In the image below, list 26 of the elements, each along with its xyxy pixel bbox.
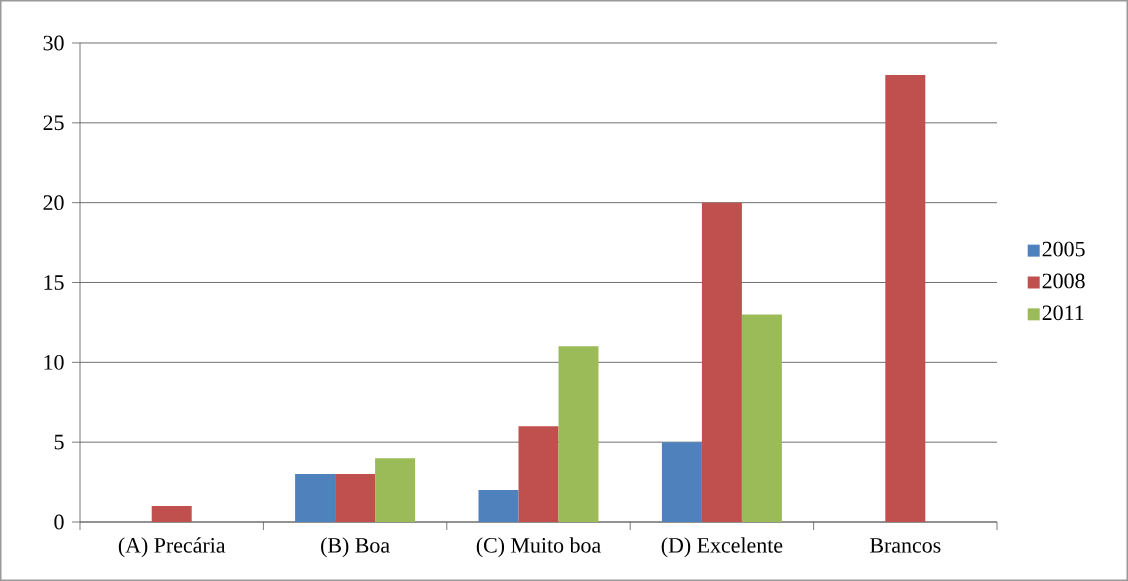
y-tick-label: 20: [43, 195, 64, 211]
bar: [335, 474, 376, 522]
y-tick-label: 15: [44, 275, 64, 290]
bar: [151, 506, 192, 522]
bar: [885, 74, 926, 522]
x-tick-label: Brancos: [870, 538, 941, 553]
y-tick-label: 0: [54, 514, 64, 530]
bar: [478, 490, 519, 522]
y-tick-label: 5: [54, 434, 64, 450]
x-tick-label: (B) Boa: [321, 537, 390, 558]
bar: [295, 474, 336, 522]
legend-label: 2011: [1042, 305, 1084, 321]
bar: [558, 346, 599, 522]
bar: [701, 202, 742, 522]
legend-label: 2005: [1042, 241, 1085, 257]
y-tick-label: 25: [43, 115, 64, 131]
bar: [661, 442, 702, 522]
x-tick-label: (D) Excelente: [661, 537, 783, 558]
bar: [375, 458, 416, 522]
x-tick-label: (C) Muito boa: [476, 537, 601, 558]
y-tick-label: 30: [43, 35, 64, 51]
bar: [518, 426, 559, 522]
bar: [741, 314, 782, 522]
legend-label: 2008: [1042, 273, 1085, 289]
y-tick-label: 10: [44, 354, 64, 370]
x-tick-label: (A) Precária: [118, 537, 226, 558]
